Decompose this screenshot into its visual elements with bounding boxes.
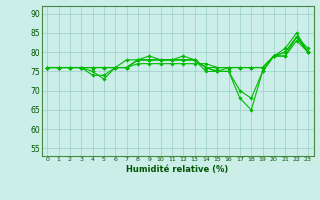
X-axis label: Humidité relative (%): Humidité relative (%) xyxy=(126,165,229,174)
